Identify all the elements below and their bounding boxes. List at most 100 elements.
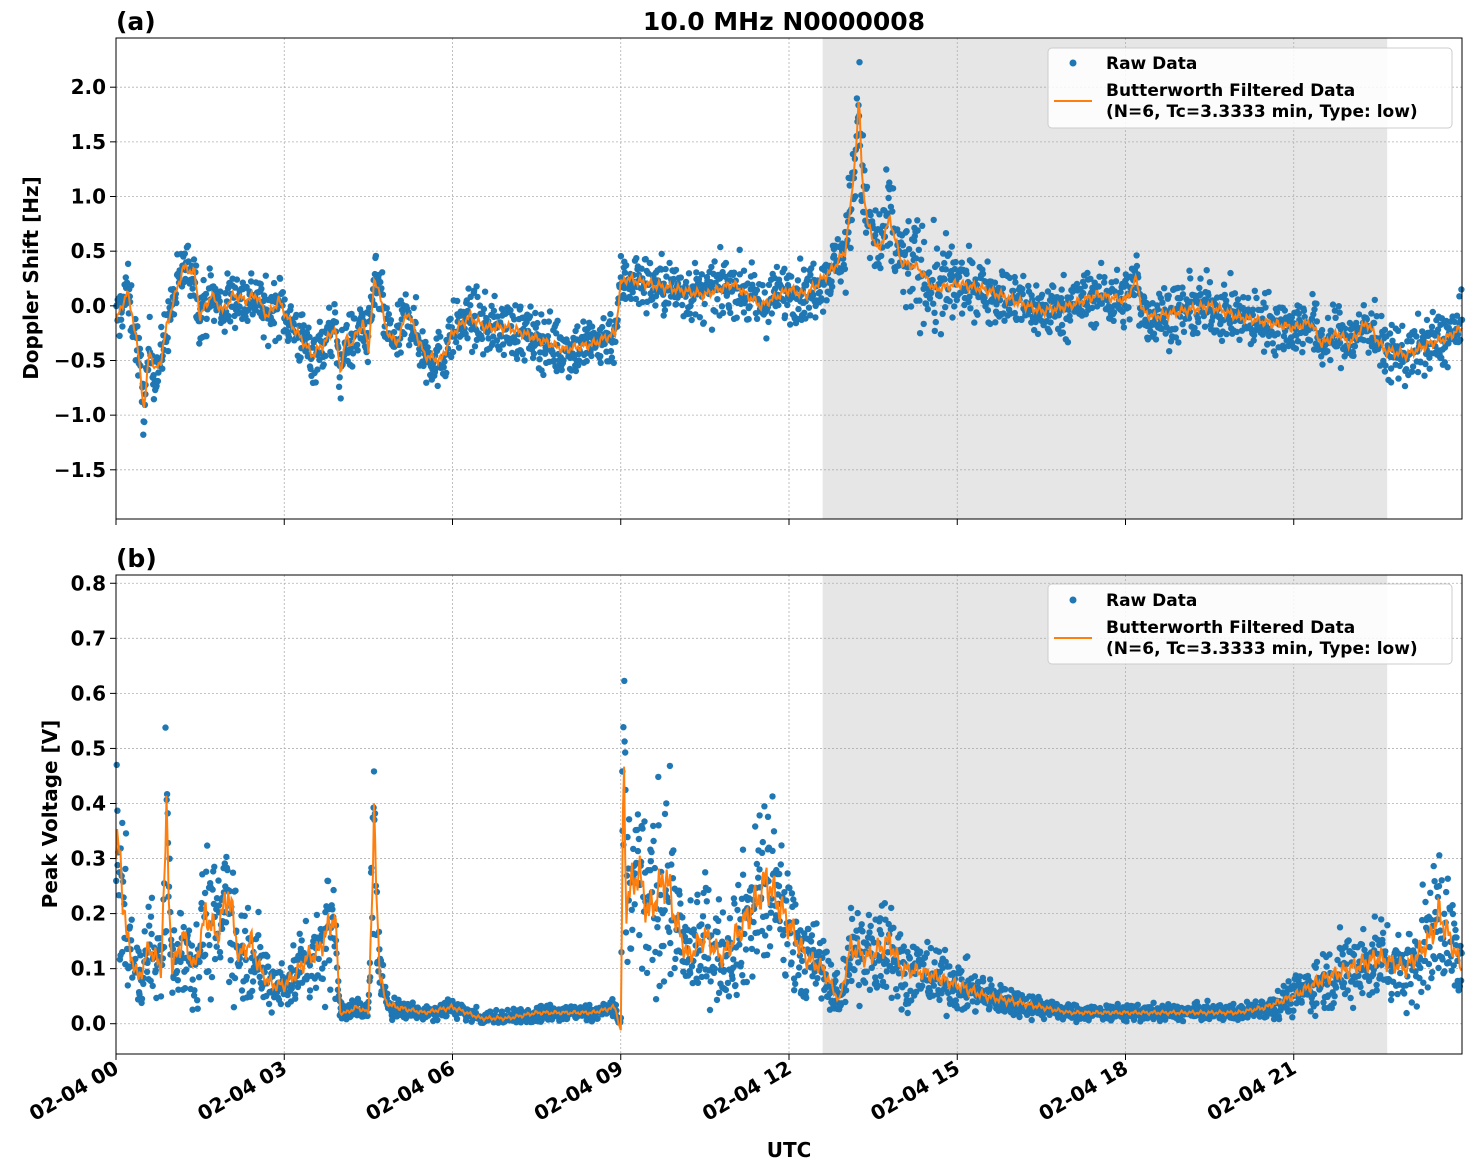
raw-data-point	[184, 242, 192, 249]
raw-data-point	[1290, 1007, 1297, 1014]
raw-data-point	[1120, 318, 1127, 325]
raw-data-point	[238, 987, 246, 994]
raw-data-point	[946, 250, 953, 257]
raw-data-point	[730, 956, 737, 963]
raw-data-point	[882, 916, 889, 923]
raw-data-point	[708, 326, 716, 333]
raw-data-point	[650, 822, 657, 830]
raw-data-point	[526, 313, 534, 320]
raw-data-point	[1312, 964, 1320, 971]
raw-data-point	[667, 939, 674, 947]
raw-data-point	[697, 962, 704, 970]
raw-data-point	[1096, 273, 1103, 280]
raw-data-point	[558, 366, 565, 374]
raw-data-point	[468, 348, 476, 356]
raw-data-point	[942, 958, 949, 965]
raw-data-point	[735, 881, 742, 889]
raw-data-point	[823, 948, 830, 955]
raw-data-point	[1011, 273, 1018, 281]
raw-data-point	[634, 847, 642, 855]
raw-data-point	[1401, 382, 1409, 390]
raw-data-point	[890, 924, 897, 931]
raw-data-point	[1028, 1016, 1035, 1024]
raw-data-point	[928, 289, 935, 296]
raw-data-point	[713, 996, 721, 1004]
raw-data-point	[655, 773, 662, 781]
raw-data-point	[1288, 314, 1296, 321]
raw-data-point	[337, 395, 344, 402]
raw-data-point	[148, 930, 155, 938]
raw-data-point	[302, 917, 310, 925]
raw-data-point	[1370, 319, 1378, 327]
raw-data-point	[1154, 306, 1162, 313]
raw-data-point	[1293, 1000, 1300, 1007]
raw-data-point	[648, 848, 655, 856]
raw-data-point	[128, 916, 135, 923]
raw-data-point	[913, 988, 920, 995]
raw-data-point	[797, 255, 804, 262]
raw-data-point	[933, 245, 941, 252]
raw-data-point	[114, 861, 121, 869]
raw-data-point	[530, 350, 538, 357]
raw-data-point	[152, 967, 159, 974]
raw-data-point	[949, 314, 956, 321]
raw-data-point	[122, 830, 130, 837]
raw-data-point	[862, 229, 870, 236]
raw-data-point	[150, 372, 157, 379]
raw-data-point	[622, 749, 629, 756]
raw-data-point	[265, 963, 272, 970]
raw-data-point	[262, 272, 269, 279]
raw-data-point	[772, 912, 780, 919]
raw-data-point	[203, 315, 210, 322]
raw-data-point	[235, 310, 242, 317]
raw-data-point	[718, 303, 726, 310]
raw-data-point	[667, 970, 674, 978]
raw-data-point	[1019, 285, 1026, 293]
raw-data-point	[942, 230, 950, 237]
raw-data-point	[752, 823, 759, 830]
raw-data-point	[1067, 294, 1075, 301]
raw-data-point	[964, 953, 971, 960]
raw-data-point	[829, 283, 836, 290]
raw-data-point	[924, 305, 931, 313]
raw-data-point	[631, 901, 638, 908]
raw-data-point	[209, 886, 216, 893]
raw-data-point	[788, 959, 795, 966]
raw-data-point	[229, 869, 237, 876]
raw-data-point	[730, 269, 738, 276]
raw-data-point	[805, 304, 813, 311]
raw-data-point	[1159, 299, 1166, 306]
raw-data-point	[148, 894, 156, 901]
raw-data-point	[326, 957, 333, 964]
raw-data-point	[753, 286, 761, 294]
raw-data-point	[317, 938, 324, 945]
raw-data-point	[1456, 293, 1463, 300]
raw-data-point	[1165, 292, 1172, 299]
raw-data-point	[222, 290, 229, 297]
raw-data-point	[923, 300, 930, 308]
raw-data-point	[688, 316, 695, 324]
raw-data-point	[621, 738, 628, 745]
raw-data-point	[1249, 306, 1257, 313]
raw-data-point	[1020, 272, 1027, 280]
raw-data-point	[164, 334, 171, 341]
raw-data-point	[714, 928, 721, 936]
raw-data-point	[296, 969, 304, 976]
raw-data-point	[834, 236, 841, 243]
raw-data-point	[141, 418, 148, 426]
raw-data-point	[651, 864, 658, 872]
raw-data-point	[884, 949, 892, 956]
raw-data-point	[1058, 295, 1065, 302]
raw-data-point	[969, 259, 976, 267]
raw-data-point	[703, 898, 710, 905]
raw-data-point	[786, 884, 793, 892]
raw-data-point	[534, 319, 541, 327]
raw-data-point	[565, 374, 572, 381]
raw-data-point	[124, 260, 132, 267]
raw-data-point	[863, 968, 870, 975]
raw-data-point	[1251, 287, 1259, 294]
raw-data-point	[942, 304, 949, 311]
raw-data-point	[173, 967, 181, 975]
raw-data-point	[753, 315, 761, 322]
raw-data-point	[731, 900, 738, 907]
